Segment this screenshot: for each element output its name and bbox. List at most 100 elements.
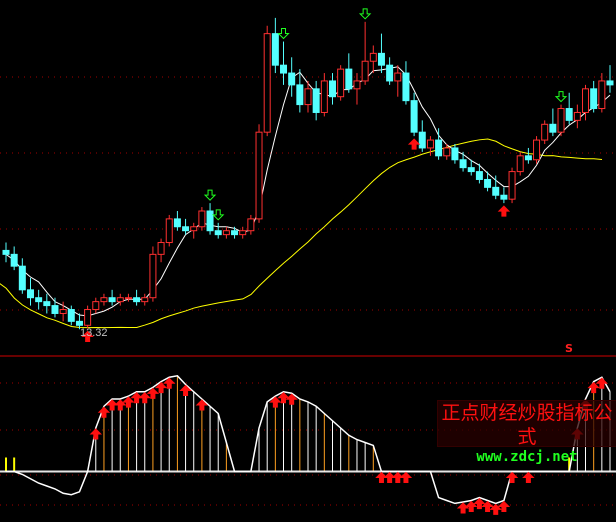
- candle-up: [247, 218, 255, 232]
- candle-up: [394, 72, 402, 82]
- candle-down: [288, 72, 296, 86]
- candle-down: [26, 289, 34, 299]
- indicator-up-arrow-icon: [522, 471, 535, 483]
- candle-down: [418, 131, 426, 149]
- buy-arrow-icon: [407, 138, 421, 150]
- candle-down: [590, 88, 598, 110]
- candle-up: [255, 131, 263, 220]
- candle-down: [51, 305, 59, 314]
- indicator-line: [6, 374, 611, 505]
- candle-down: [173, 218, 181, 228]
- candle-up: [116, 297, 124, 303]
- indicator-up-arrow-icon: [97, 406, 111, 418]
- candle-down: [565, 108, 573, 121]
- indicator-up-arrow-icon: [269, 396, 282, 408]
- candle-up: [443, 147, 451, 157]
- candle-down: [606, 80, 614, 86]
- indicator-up-arrow-icon: [122, 396, 135, 408]
- candle-down: [206, 210, 214, 232]
- candle-up: [320, 80, 328, 113]
- candle-down: [182, 226, 190, 232]
- candle-up: [361, 60, 369, 82]
- candle-up: [573, 111, 581, 121]
- candle-up: [369, 52, 377, 62]
- candle-up: [84, 309, 92, 326]
- indicator-up-arrow-icon: [138, 392, 151, 404]
- candle-down: [296, 84, 304, 106]
- indicator-up-arrow-icon: [154, 381, 168, 394]
- candle-down: [2, 249, 10, 255]
- candle-down: [312, 88, 320, 113]
- sell-arrow-icon: [358, 8, 372, 20]
- watermark: 正点财经炒股指标公式 www.zdcj.net: [437, 400, 616, 465]
- candle-up: [557, 108, 565, 133]
- signal-mark: S: [565, 342, 573, 355]
- candle-up: [198, 210, 206, 228]
- watermark-title: 正点财经炒股指标公式: [441, 402, 613, 448]
- candle-up: [165, 218, 173, 244]
- indicator-up-arrow-icon: [456, 502, 470, 514]
- candle-up: [508, 171, 516, 200]
- candle-up: [598, 80, 606, 110]
- indicator-up-arrow-icon: [595, 377, 609, 389]
- candle-up: [337, 68, 345, 98]
- candle-down: [475, 171, 483, 180]
- candle-up: [124, 297, 132, 300]
- indicator-up-arrow-icon: [505, 471, 519, 483]
- candle-down: [214, 230, 222, 236]
- candle-up: [239, 230, 247, 236]
- candle-up: [190, 226, 198, 232]
- candle-down: [35, 297, 43, 303]
- candle-down: [345, 68, 353, 90]
- indicator-up-arrow-icon: [179, 384, 192, 396]
- indicator-up-arrow-icon: [497, 500, 511, 512]
- candle-up: [222, 230, 230, 236]
- candle-up: [533, 139, 541, 161]
- indicator-up-arrow-icon: [89, 428, 102, 440]
- candle-down: [18, 265, 26, 291]
- indicator-up-arrow-icon: [163, 377, 176, 389]
- candle-up: [426, 139, 434, 149]
- candle-up: [541, 123, 549, 141]
- watermark-url: www.zdcj.net: [476, 449, 578, 465]
- indicator-up-arrow-icon: [146, 387, 160, 399]
- candle-down: [484, 178, 492, 188]
- candle-down: [271, 33, 279, 66]
- candle-down: [467, 167, 475, 173]
- candle-up: [263, 33, 271, 133]
- candle-down: [549, 123, 557, 133]
- candle-up: [353, 80, 361, 90]
- candle-up: [59, 309, 67, 314]
- candle-down: [67, 309, 75, 322]
- candle-up: [157, 242, 165, 255]
- indicator-up-arrow-icon: [285, 393, 298, 405]
- candle-down: [459, 159, 467, 169]
- candle-down: [492, 186, 500, 196]
- candle-down: [377, 52, 385, 66]
- candle-down: [10, 253, 18, 267]
- buy-arrow-icon: [497, 205, 511, 217]
- candle-down: [500, 194, 508, 200]
- candle-down: [402, 72, 410, 102]
- candle-down: [386, 64, 394, 82]
- sell-arrow-icon: [212, 209, 225, 221]
- candle-down: [410, 100, 418, 133]
- low-price-label: 13.32: [80, 327, 108, 339]
- indicator-up-arrow-icon: [399, 471, 413, 483]
- candle-up: [149, 253, 157, 299]
- candle-up: [304, 88, 312, 106]
- indicator-up-arrow-icon: [473, 497, 486, 510]
- candle-up: [582, 88, 590, 113]
- candle-up: [92, 301, 100, 311]
- candle-down: [231, 230, 239, 236]
- candle-up: [100, 297, 108, 303]
- indicator-up-arrow-icon: [587, 381, 600, 394]
- candle-down: [108, 297, 116, 303]
- candle-down: [451, 147, 459, 161]
- sell-arrow-icon: [277, 28, 290, 40]
- candle-up: [141, 297, 149, 303]
- indicator-up-arrow-icon: [195, 399, 209, 411]
- candle-down: [328, 80, 336, 98]
- candle-down: [133, 297, 141, 303]
